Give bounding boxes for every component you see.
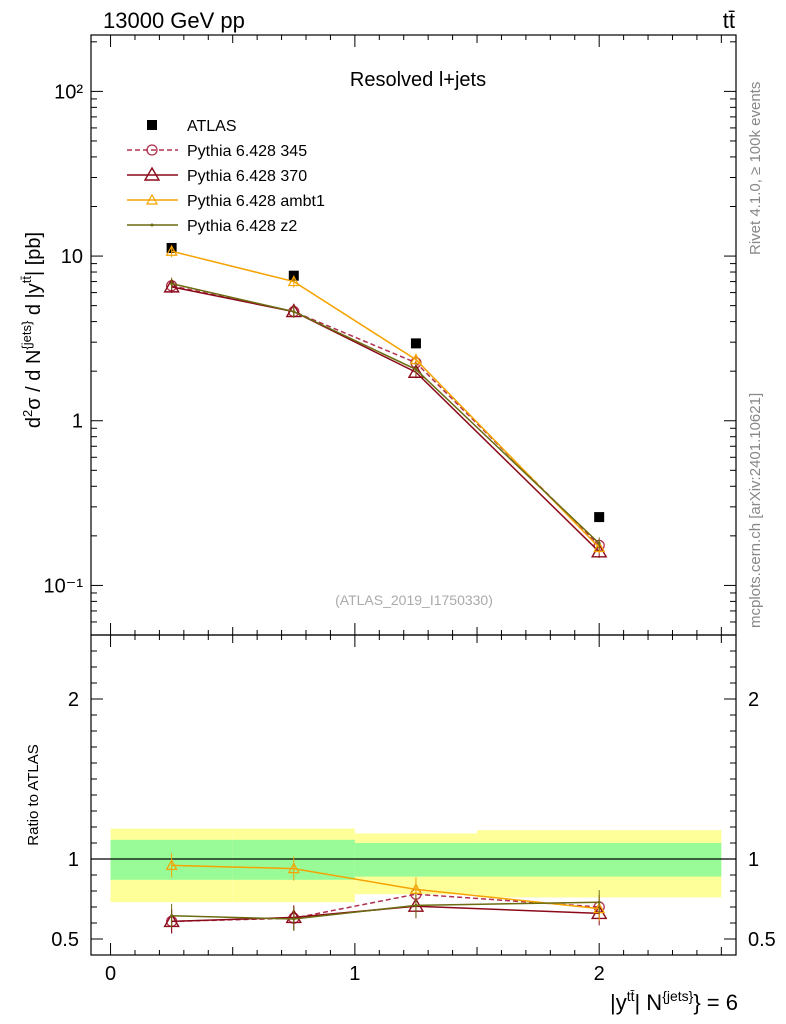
main-y-tick-label: 10⁻¹ bbox=[44, 575, 84, 597]
legend-marker-atlas bbox=[147, 120, 157, 130]
ratio-point-ambt1 bbox=[165, 859, 178, 870]
data-point-atlas bbox=[594, 512, 605, 523]
svg-text:|ytt̄| N{jets}} = 6: |ytt̄| N{jets}} = 6 bbox=[610, 988, 738, 1015]
watermark-label: (ATLAS_2019_I1750330) bbox=[335, 592, 493, 608]
ratio-y-tick-label-right: 1 bbox=[748, 849, 759, 871]
plot-title: Resolved l+jets bbox=[350, 69, 486, 91]
main-y-tick-label: 10² bbox=[54, 81, 83, 103]
ratio-point-z2 bbox=[414, 903, 418, 907]
ratio-series bbox=[163, 853, 608, 934]
x-tick-label: 1 bbox=[349, 963, 360, 985]
series-line-z2 bbox=[171, 282, 600, 544]
data-point-p370 bbox=[163, 278, 180, 293]
legend-marker-p345 bbox=[146, 144, 158, 156]
ratio-y-label: Ratio to ATLAS bbox=[25, 744, 42, 845]
legend-marker-z2 bbox=[150, 223, 154, 227]
data-point-z2 bbox=[292, 310, 296, 314]
x-axis-label: |ytt̄| N{jets}} = 6 bbox=[610, 988, 738, 1015]
band-inner-bin bbox=[477, 843, 722, 877]
uncertainty-bands bbox=[91, 828, 736, 903]
ratio-line-p345 bbox=[171, 893, 600, 923]
data-point-z2 bbox=[414, 367, 418, 371]
x-tick-label: 2 bbox=[594, 963, 605, 985]
axes: 10⁻¹ 1 10 10² 0 1 2 0.5 0.5 1 1 2 2 bbox=[44, 35, 776, 985]
legend-marker-ambt1 bbox=[145, 193, 159, 205]
data-point-ambt1 bbox=[593, 541, 606, 553]
legend-label-atlas: ATLAS bbox=[187, 118, 237, 135]
band-inner-bin bbox=[354, 843, 478, 877]
ratio-point-z2 bbox=[597, 900, 601, 904]
legend-label-z2: Pythia 6.428 z2 bbox=[187, 218, 297, 235]
legend-label-p345: Pythia 6.428 345 bbox=[187, 143, 307, 160]
data-point-ambt1 bbox=[165, 244, 178, 256]
legend: ATLAS Pythia 6.428 345 Pythia 6.428 370 Pyt… bbox=[127, 118, 325, 235]
energy-label: 13000 GeV pp bbox=[103, 8, 245, 33]
ratio-y-tick-label: 1 bbox=[68, 849, 79, 871]
data-point-z2 bbox=[170, 282, 174, 286]
ratio-y-tick-label: 2 bbox=[68, 689, 79, 711]
series-line-p370 bbox=[171, 286, 600, 553]
svg-text:d2σ / d N{jets} d |ytt̄| [pb]: d2σ / d N{jets} d |ytt̄| [pb] bbox=[19, 232, 45, 428]
ratio-point-ambt1 bbox=[287, 862, 300, 874]
main-series bbox=[163, 242, 608, 558]
ratio-line-ambt1 bbox=[171, 864, 600, 910]
main-y-label: d2σ / d N{jets} d |ytt̄| [pb] bbox=[19, 232, 45, 428]
main-y-tick-label: 1 bbox=[72, 411, 83, 433]
process-label: tt̄ bbox=[723, 8, 735, 33]
series-line-p345 bbox=[171, 285, 600, 546]
data-point-z2 bbox=[597, 541, 601, 545]
data-point-p370 bbox=[590, 543, 608, 558]
main-y-tick-label: 10 bbox=[61, 246, 83, 268]
ratio-y-tick-label-right: 2 bbox=[748, 689, 759, 711]
ratio-y-tick-label-right: 0.5 bbox=[748, 929, 776, 951]
x-tick-label: 0 bbox=[105, 963, 116, 985]
data-point-ambt1 bbox=[287, 275, 300, 287]
legend-marker-p370 bbox=[143, 166, 161, 181]
legend-label-p370: Pythia 6.428 370 bbox=[187, 168, 307, 185]
mcplots-label: mcplots.cern.ch [arXiv:2401.10621] bbox=[747, 393, 764, 628]
ratio-y-tick-label: 0.5 bbox=[51, 929, 79, 951]
ratio-point-z2 bbox=[170, 914, 174, 918]
rivet-version-label: Rivet 4.1.0, ≥ 100k events bbox=[747, 82, 764, 255]
data-point-atlas bbox=[410, 338, 421, 349]
data-point-p370 bbox=[407, 363, 425, 378]
legend-label-ambt1: Pythia 6.428 ambt1 bbox=[187, 193, 325, 210]
ratio-point-z2 bbox=[292, 917, 296, 921]
ratio-line-z2 bbox=[171, 901, 600, 920]
series-line-ambt1 bbox=[171, 250, 600, 549]
